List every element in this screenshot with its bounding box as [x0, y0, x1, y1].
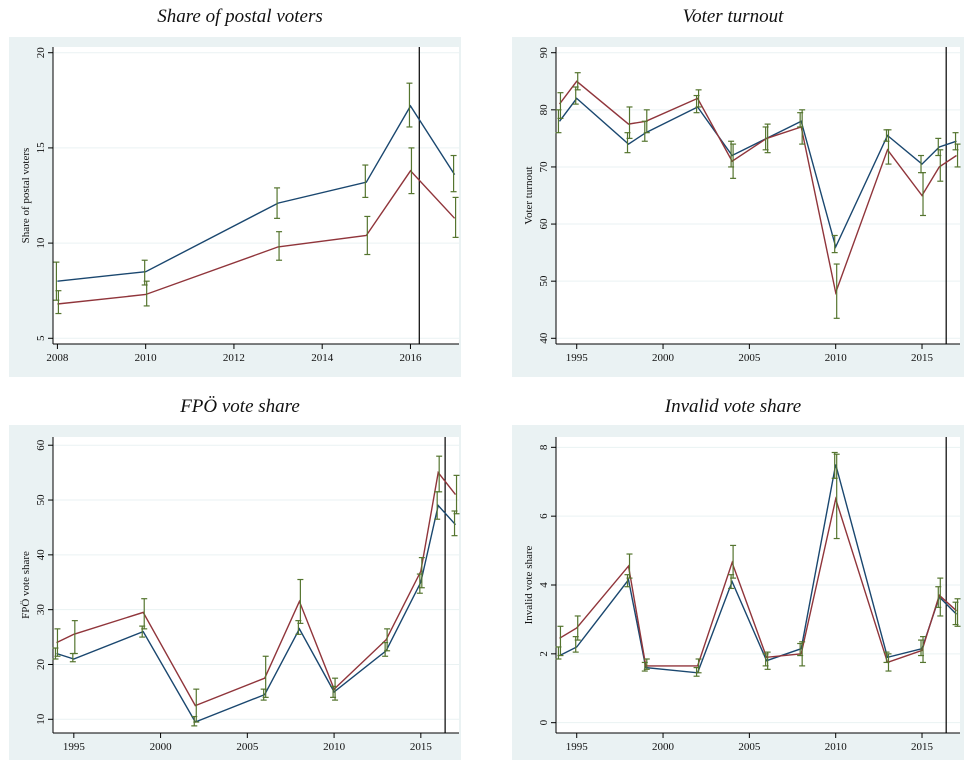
y-tick-label: 20 — [35, 47, 47, 59]
y-tick-label: 15 — [35, 142, 47, 154]
chart-panel-2: Voter turnout 40 50 60 70 80 90 1995 2000 2005 201… — [512, 6, 964, 377]
series-line — [558, 80, 957, 296]
chart-title: Share of postal voters — [157, 6, 323, 27]
x-tick-label: 2008 — [46, 352, 69, 364]
y-tick-label: 60 — [35, 439, 47, 451]
series-line — [56, 504, 457, 723]
chart-panel-3: FPÖ vote share 10 20 30 40 50 60 1995 2000 2005 20… — [9, 396, 461, 760]
x-tick-label: 2000 — [652, 741, 675, 753]
y-tick-label: 50 — [35, 494, 47, 506]
y-axis-label: Voter turnout — [523, 166, 535, 224]
y-axis-label: Invalid vote share — [523, 545, 535, 624]
y-tick-label: 90 — [538, 47, 550, 59]
y-axis-label: Share of postal voters — [20, 148, 32, 244]
x-tick-label: 2015 — [911, 352, 934, 364]
x-tick-label: 1995 — [566, 741, 589, 753]
y-tick-label: 40 — [538, 332, 550, 344]
chart-panel-1: Share of postal voters 5 10 15 20 2008 2010 201… — [9, 6, 461, 377]
x-tick-label: 2005 — [236, 741, 259, 753]
x-tick-label: 1995 — [63, 741, 86, 753]
y-tick-label: 30 — [35, 604, 47, 616]
y-tick-label: 0 — [538, 719, 550, 725]
y-tick-label: 8 — [538, 444, 550, 450]
y-tick-label: 6 — [538, 513, 550, 519]
y-tick-label: 4 — [538, 582, 550, 588]
y-axis-label: FPÖ vote share — [20, 551, 32, 619]
y-tick-label: 5 — [35, 335, 47, 341]
chart-title: Voter turnout — [683, 6, 785, 27]
x-tick-label: 2000 — [652, 352, 675, 364]
y-tick-label: 20 — [35, 658, 47, 670]
x-tick-label: 2010 — [135, 352, 158, 364]
x-tick-label: 2000 — [150, 741, 173, 753]
y-tick-label: 10 — [35, 713, 47, 725]
x-tick-label: 2005 — [738, 352, 761, 364]
plot-area — [556, 47, 960, 344]
x-tick-label: 2010 — [323, 741, 346, 753]
y-tick-label: 50 — [538, 275, 550, 287]
x-tick-label: 2005 — [738, 741, 761, 753]
series-line — [57, 169, 456, 305]
y-tick-label: 80 — [538, 104, 550, 116]
plot-area — [53, 437, 459, 733]
x-tick-label: 2015 — [410, 741, 433, 753]
chart-panel-4: Invalid vote share 0 2 4 6 8 1995 2000 2005 2010 2… — [512, 396, 964, 760]
x-tick-label: 2012 — [223, 352, 245, 364]
x-tick-label: 1995 — [566, 352, 589, 364]
y-tick-label: 70 — [538, 161, 550, 173]
y-tick-label: 40 — [35, 549, 47, 561]
x-tick-label: 2014 — [311, 352, 334, 364]
x-tick-label: 2016 — [399, 352, 422, 364]
x-tick-label: 2010 — [825, 352, 848, 364]
series-line — [56, 470, 457, 707]
chart-title: FPÖ vote share — [179, 396, 300, 417]
chart-title: Invalid vote share — [664, 396, 801, 417]
series-line — [57, 104, 456, 282]
x-tick-label: 2010 — [825, 741, 848, 753]
x-tick-label: 2015 — [911, 741, 934, 753]
y-tick-label: 2 — [538, 651, 550, 657]
plot-area — [53, 47, 459, 344]
y-tick-label: 10 — [35, 237, 47, 249]
y-tick-label: 60 — [538, 218, 550, 230]
series-line — [559, 496, 957, 667]
